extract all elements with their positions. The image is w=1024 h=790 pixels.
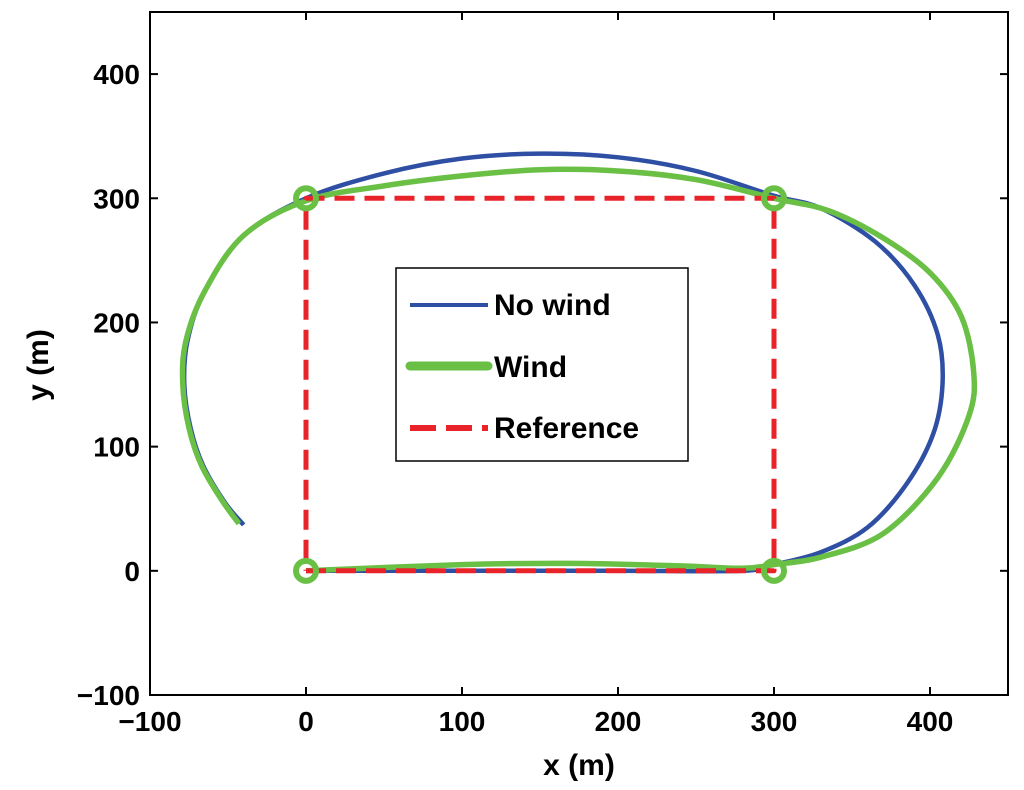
x-tick-label: 400 [907, 706, 954, 737]
x-tick-label: 0 [298, 706, 314, 737]
plot-frame [149, 11, 1009, 696]
waypoint-marker-1 [293, 557, 319, 584]
x-tick-label: −100 [118, 706, 181, 737]
x-tick-label: 100 [439, 706, 486, 737]
x-tick-label: 200 [595, 706, 642, 737]
y-axis-label: y (m) [22, 329, 55, 401]
y-tick-label: 0 [124, 556, 140, 587]
x-tick-label: 300 [751, 706, 798, 737]
y-tick-label: 300 [93, 183, 140, 214]
y-tick-label: −100 [77, 680, 140, 711]
tick-layer: −100 0 100 200 300 400 −100 0 100 200 300 400 [77, 12, 1008, 737]
legend-label-wind: Wind [494, 351, 567, 384]
series-line-wind [179, 166, 978, 574]
waypoint-marker-4 [293, 185, 319, 212]
marker-layer [293, 185, 787, 584]
legend: No wind Wind Reference [395, 267, 689, 462]
legend-label-no-wind: No wind [494, 289, 611, 322]
y-tick-label: 200 [93, 307, 140, 338]
y-tick-label: 400 [93, 59, 140, 90]
x-axis-label: x (m) [543, 749, 615, 782]
waypoint-marker-3 [761, 185, 787, 212]
legend-label-reference: Reference [494, 412, 639, 445]
waypoint-marker-2 [761, 557, 787, 584]
series-line-reference [303, 195, 777, 574]
y-tick-label: 100 [93, 432, 140, 463]
